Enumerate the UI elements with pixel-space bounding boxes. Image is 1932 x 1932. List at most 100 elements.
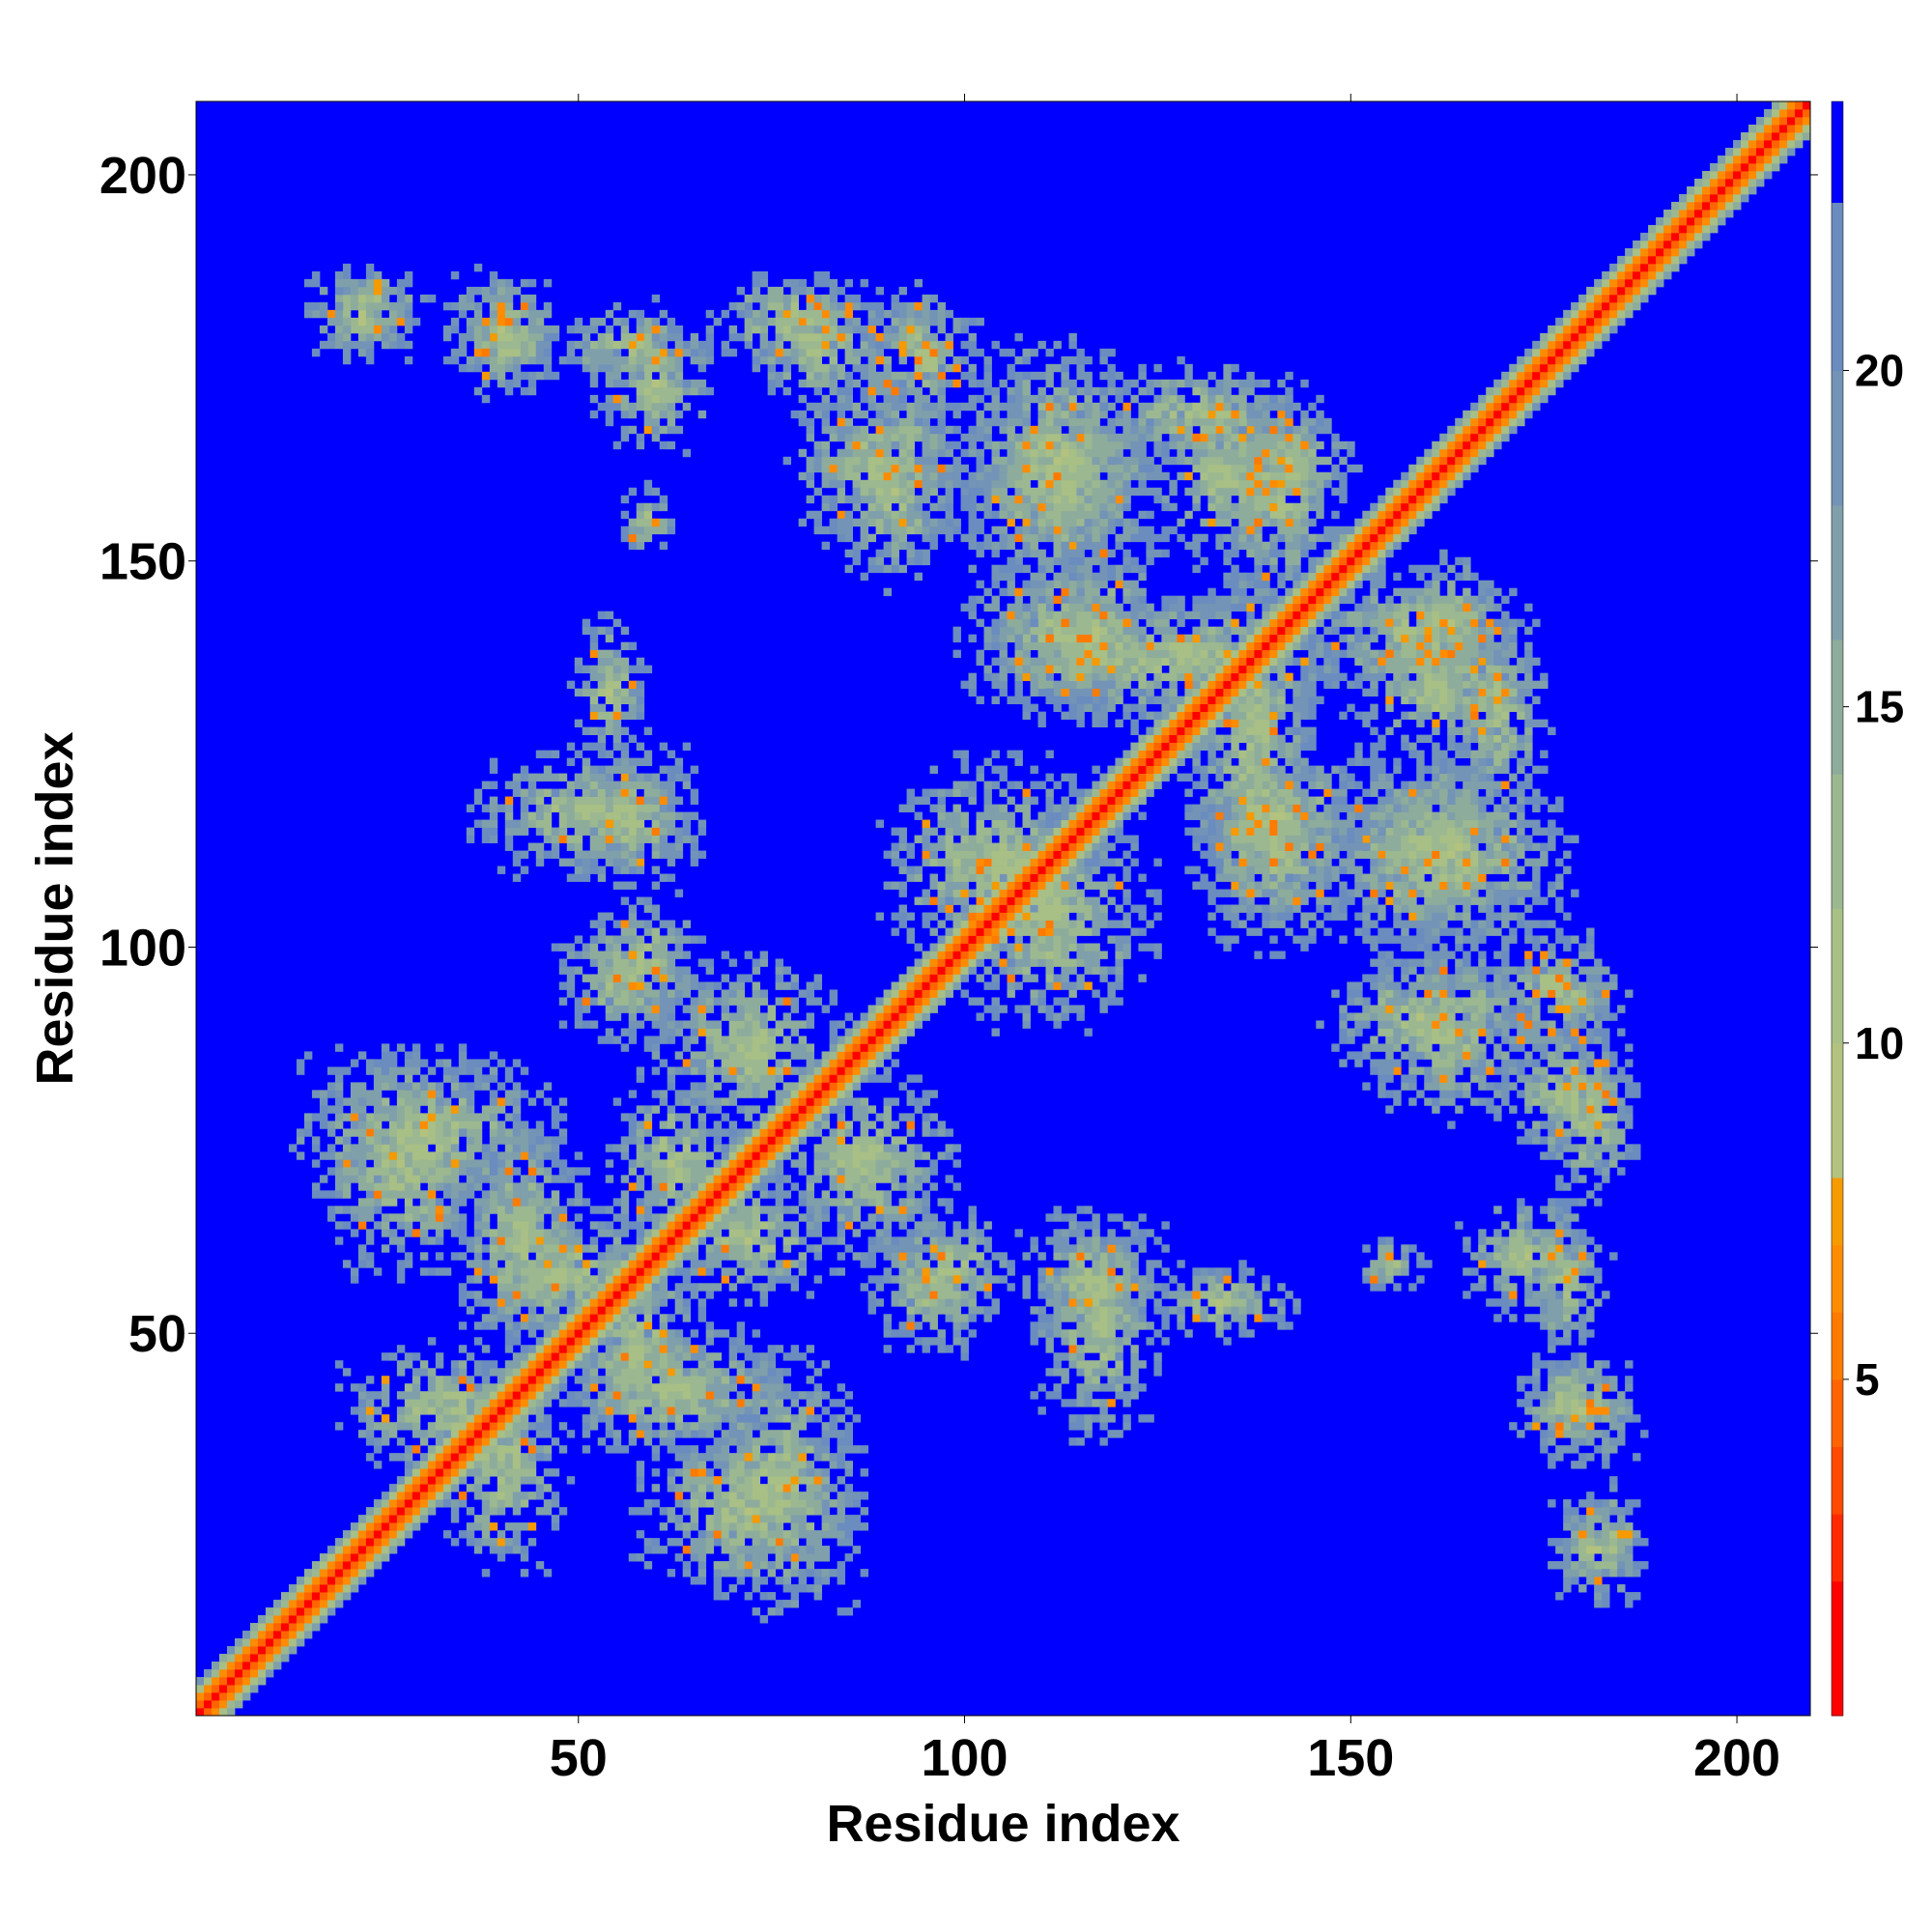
heatmap-cell [543, 1368, 553, 1377]
heatmap-cell [782, 1121, 792, 1129]
heatmap-cell [1555, 1306, 1564, 1315]
heatmap-cell [976, 958, 984, 967]
heatmap-cell [798, 518, 808, 527]
heatmap-cell [1254, 379, 1263, 388]
heatmap-cell [1339, 556, 1348, 566]
heatmap-cell [1470, 850, 1479, 859]
heatmap-cell [1269, 819, 1278, 828]
heatmap-cell [1122, 556, 1131, 566]
heatmap-cell [1548, 1097, 1556, 1106]
heatmap-cell [999, 425, 1008, 435]
heatmap-cell [272, 1615, 282, 1624]
heatmap-cell [1300, 618, 1309, 628]
heatmap-cell [1331, 556, 1340, 566]
heatmap-cell [1115, 448, 1123, 458]
heatmap-cell [775, 1136, 784, 1145]
heatmap-cell [674, 386, 684, 396]
heatmap-cell [1540, 379, 1548, 388]
heatmap-cell [1385, 1275, 1394, 1284]
heatmap-cell [1432, 696, 1440, 705]
heatmap-cell [1633, 301, 1641, 311]
heatmap-cell [1076, 804, 1085, 812]
heatmap-cell [249, 1677, 259, 1686]
heatmap-cell [527, 355, 537, 365]
heatmap-cell [1385, 835, 1394, 843]
heatmap-cell [728, 1167, 738, 1176]
heatmap-cell [705, 1198, 715, 1207]
heatmap-cell [1192, 502, 1201, 512]
heatmap-cell [1254, 773, 1263, 781]
heatmap-cell [643, 1252, 653, 1261]
heatmap-cell [1068, 479, 1077, 489]
heatmap-cell [1478, 1229, 1487, 1237]
heatmap-cell [1463, 819, 1471, 828]
heatmap-cell [1200, 533, 1208, 543]
heatmap-cell [1463, 1082, 1471, 1091]
heatmap-cell [1393, 997, 1402, 1006]
heatmap-cell [1354, 526, 1363, 535]
heatmap-cell [1493, 711, 1502, 721]
heatmap-cell [1548, 1136, 1556, 1145]
heatmap-cell [697, 1182, 707, 1191]
heatmap-cell [922, 440, 930, 450]
heatmap-cell [1169, 502, 1178, 512]
heatmap-cell [1022, 386, 1031, 396]
heatmap-cell [1269, 425, 1278, 435]
heatmap-cell [1084, 850, 1093, 859]
heatmap-cell [1524, 348, 1533, 357]
heatmap-cell [690, 355, 699, 365]
heatmap-cell [543, 301, 553, 311]
heatmap-cell [1115, 371, 1123, 381]
heatmap-cell [813, 518, 823, 527]
heatmap-cell [697, 1213, 707, 1222]
heatmap-cell [1540, 1291, 1548, 1299]
heatmap-cell [357, 1515, 367, 1523]
heatmap-cell [1076, 433, 1085, 442]
heatmap-cell [1339, 881, 1348, 890]
heatmap-cell [1053, 495, 1062, 504]
heatmap-cell [1401, 997, 1409, 1006]
heatmap-cell [1331, 819, 1340, 828]
heatmap-cell [396, 1476, 406, 1485]
heatmap-cell [365, 1569, 375, 1577]
heatmap-cell [1385, 773, 1394, 781]
heatmap-cell [1501, 827, 1510, 836]
heatmap-cell [1772, 109, 1780, 118]
heatmap-cell [566, 1345, 576, 1353]
heatmap-cell [1169, 726, 1178, 736]
heatmap-cell [960, 974, 969, 982]
heatmap-cell [1416, 456, 1425, 466]
heatmap-cell [1687, 232, 1695, 242]
heatmap-cell [1254, 502, 1263, 512]
heatmap-cell [1401, 665, 1409, 674]
heatmap-cell [1571, 1229, 1579, 1237]
heatmap-cell [1609, 317, 1618, 327]
heatmap-cell [813, 526, 823, 535]
heatmap-cell [1470, 448, 1479, 458]
heatmap-cell [728, 1198, 738, 1207]
heatmap-cell [1586, 301, 1595, 311]
heatmap-cell [1385, 696, 1394, 705]
heatmap-cell [226, 1669, 236, 1678]
heatmap-cell [1161, 742, 1170, 751]
heatmap-cell [1548, 804, 1556, 812]
heatmap-cell [1470, 734, 1479, 744]
heatmap-cell [1470, 974, 1479, 982]
heatmap-cell [1153, 734, 1162, 744]
heatmap-cell [1362, 719, 1371, 728]
heatmap-cell [914, 1020, 923, 1029]
heatmap-cell [1548, 1391, 1556, 1400]
heatmap-cell [1555, 1368, 1564, 1377]
heatmap-cell [1385, 1252, 1394, 1261]
heatmap-cell [1586, 1553, 1595, 1562]
heatmap-cell [1045, 448, 1054, 458]
heatmap-cell [1045, 456, 1054, 466]
heatmap-cell [1362, 1012, 1371, 1021]
heatmap-cell [1470, 433, 1479, 442]
heatmap-cell [1184, 866, 1193, 874]
heatmap-cell [1007, 533, 1015, 543]
heatmap-cell [1007, 518, 1015, 527]
heatmap-cell [1455, 974, 1463, 982]
heatmap-cell [991, 410, 1000, 419]
heatmap-cell [1231, 541, 1239, 551]
